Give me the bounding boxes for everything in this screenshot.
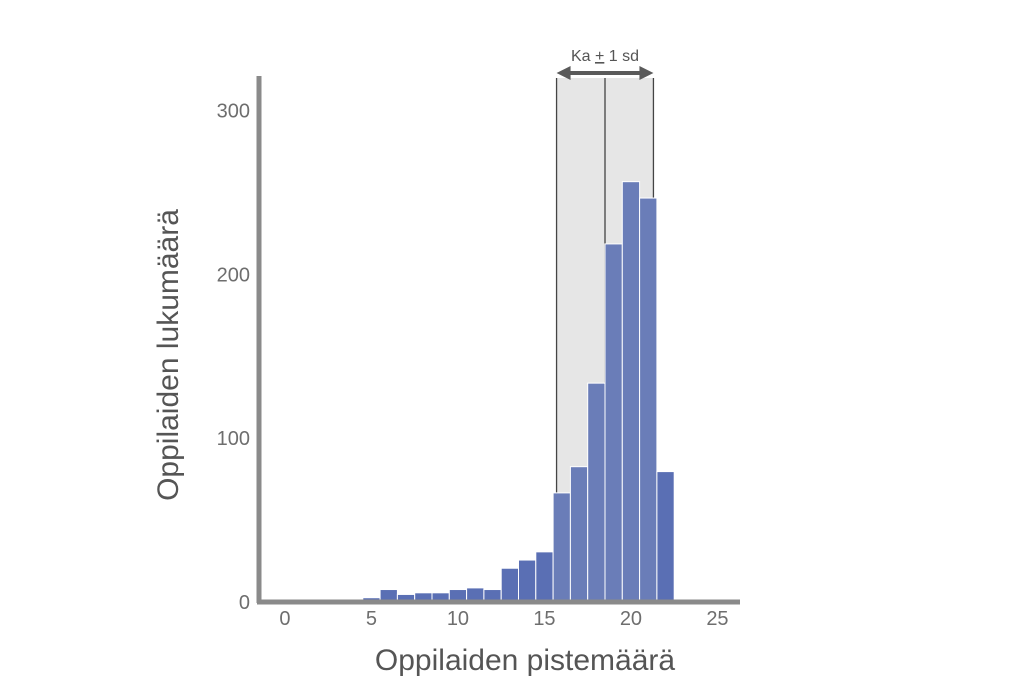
bar: [535, 551, 554, 602]
x-tick-labels: 0 5 10 15 20 25: [279, 608, 728, 630]
bar: [552, 492, 571, 602]
x-tick-label: 0: [279, 608, 290, 630]
y-axis-title: Oppilaiden lukumäärä: [152, 209, 185, 501]
bar: [379, 589, 398, 602]
bar: [448, 589, 468, 602]
x-axis-title: Oppilaiden pistemäärä: [375, 644, 675, 677]
y-tick-label: 100: [217, 428, 250, 450]
bar: [466, 587, 485, 602]
bar: [587, 382, 606, 602]
bar: [569, 466, 589, 602]
bar: [518, 559, 537, 602]
bar: [483, 589, 502, 602]
bar: [639, 197, 658, 602]
bar: [621, 181, 641, 602]
band-label: Ka + 1 sd: [571, 48, 639, 65]
bar: [604, 243, 623, 602]
x-tick-label: 5: [366, 608, 377, 630]
y-tick-label: 0: [239, 592, 250, 614]
axes: [256, 76, 740, 605]
arrow-right-icon: [639, 66, 654, 80]
x-tick-label: 20: [620, 608, 642, 630]
x-tick-label: 10: [447, 608, 469, 630]
y-tick-labels: 0 100 200 300: [217, 101, 250, 614]
y-tick-label: 200: [217, 264, 250, 286]
bar: [500, 567, 520, 602]
arrow-left-icon: [556, 66, 571, 80]
y-tick-label: 300: [217, 101, 250, 123]
bar: [656, 471, 675, 602]
x-tick-label: 25: [706, 608, 728, 630]
band-label-group: Ka + 1 sd: [556, 48, 654, 80]
bars: [310, 181, 675, 602]
x-tick-label: 15: [533, 608, 555, 630]
